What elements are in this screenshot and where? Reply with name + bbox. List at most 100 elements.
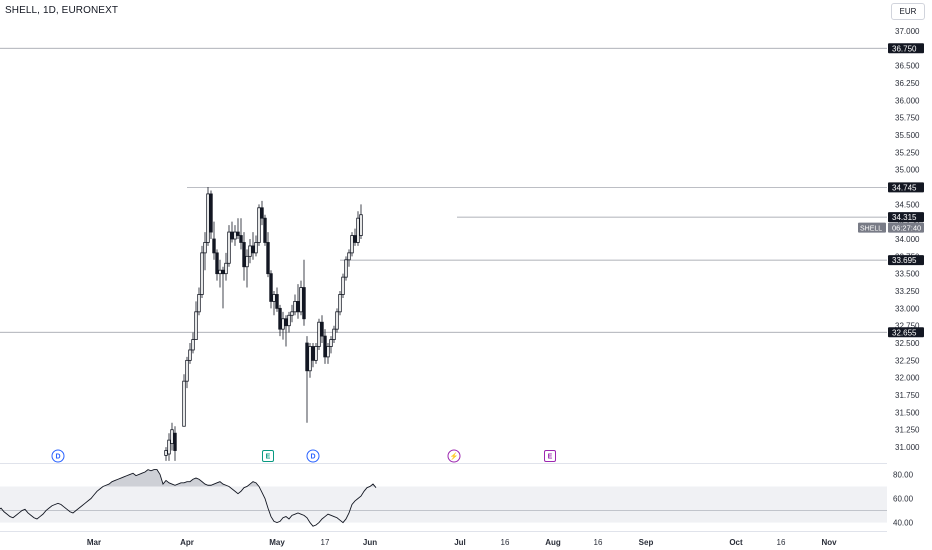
candle-body-up: [167, 439, 171, 455]
candle: [281, 311, 285, 340]
chart-title: SHELL, 1D, EURONEXT: [5, 5, 119, 16]
candle: [338, 291, 342, 316]
event-glyph: D: [310, 454, 315, 461]
candle: [329, 336, 333, 354]
time-tick-label: Aug: [545, 538, 561, 547]
candle-body-up: [317, 321, 321, 347]
time-tick-label: Mar: [87, 538, 101, 547]
candle-body-down: [275, 294, 279, 309]
candle-body-down: [215, 252, 219, 275]
time-tick-label: 16: [501, 538, 510, 547]
split-icon: [447, 449, 461, 463]
price-tick-label: 31.000: [895, 443, 920, 452]
candle-body-up: [344, 259, 348, 278]
price-tick-label: 31.250: [895, 426, 920, 435]
candle: [317, 318, 321, 350]
dividend-icon: [51, 449, 65, 463]
time-tick-label: Oct: [729, 538, 743, 547]
candle: [335, 308, 339, 333]
price-tick-label: 33.000: [895, 304, 920, 313]
currency-button[interactable]: EUR: [891, 3, 925, 20]
candle: [227, 225, 231, 267]
candle-body-down: [221, 269, 225, 275]
candle-body-down: [236, 231, 240, 236]
candle: [173, 426, 177, 461]
candle-body-up: [248, 245, 252, 257]
candle: [320, 315, 324, 344]
price-tick-label: 33.250: [895, 287, 920, 296]
candle: [290, 304, 294, 323]
candle: [314, 343, 318, 364]
candle: [248, 239, 252, 264]
candle-body-up: [281, 318, 285, 330]
candle: [185, 356, 189, 389]
price-tick-label: 33.500: [895, 270, 920, 279]
indicator-tick-label: 40.00: [893, 519, 914, 528]
time-tick-label: May: [269, 538, 285, 547]
candle: [278, 304, 282, 337]
candle-body-up: [308, 346, 312, 372]
time-tick-label: 16: [594, 538, 603, 547]
candle-body-up: [287, 314, 291, 327]
candle-body-down: [320, 321, 324, 337]
candle: [224, 252, 228, 281]
level-label: 36.750: [892, 44, 917, 53]
candle-body-up: [272, 294, 276, 302]
candle: [182, 374, 186, 427]
level-badge: [888, 212, 924, 223]
price-tick-label: 32.250: [895, 356, 920, 365]
candle-body-down: [173, 432, 177, 451]
candle: [353, 228, 357, 246]
candle: [293, 294, 297, 316]
candle-body-up: [191, 339, 195, 351]
candle: [257, 204, 261, 246]
candle: [263, 214, 267, 246]
candle: [215, 249, 219, 281]
candle: [170, 422, 174, 451]
candle-body-up: [341, 276, 345, 295]
event-marker-split: ⚡: [447, 449, 461, 463]
candle-body-down: [323, 335, 327, 358]
candle-body-up: [233, 231, 237, 240]
earnings-icon: [544, 450, 556, 462]
price-tick-label: 35.750: [895, 114, 920, 123]
indicator-tick-label: 60.00: [893, 495, 914, 504]
horizontal-levels: [0, 47, 887, 333]
candle-body-down: [242, 242, 246, 268]
candle: [191, 332, 195, 354]
candle: [269, 270, 273, 309]
candle: [212, 221, 216, 260]
candle-body-up: [200, 252, 204, 295]
candle-body-up: [245, 255, 249, 268]
event-marker-earnings: E: [544, 450, 556, 462]
candle: [341, 273, 345, 298]
price-tick-label: 37.000: [895, 27, 920, 36]
candle-body-down: [284, 318, 288, 327]
countdown-label: 06:27:40: [892, 224, 921, 233]
price-tick-label: 32.000: [895, 374, 920, 383]
indicator-tick-label: 80.00: [893, 470, 914, 479]
last-price-symbol: SHELL: [860, 226, 882, 233]
candle-body-up: [290, 311, 294, 316]
time-tick-label: Nov: [821, 538, 837, 547]
indicator-overbought-fill: [103, 469, 376, 487]
level-badge: [888, 43, 924, 54]
candle-body-down: [269, 273, 273, 302]
chart-background: [0, 463, 887, 532]
price-tick-label: 32.500: [895, 339, 920, 348]
candle-body-up: [188, 349, 192, 361]
candle-body-down: [230, 231, 234, 240]
event-marker-dividend: D: [51, 449, 65, 463]
candle: [233, 225, 237, 246]
candle: [347, 249, 351, 267]
candle-body-down: [209, 193, 213, 233]
candle: [305, 336, 309, 423]
countdown-badge: [888, 222, 924, 233]
candle-body-up: [206, 193, 210, 243]
time-tick-label: 17: [321, 538, 330, 547]
candle-body-up: [350, 235, 354, 254]
candle-body-up: [329, 339, 333, 347]
candle-body-up: [326, 346, 330, 358]
candle: [254, 235, 258, 257]
